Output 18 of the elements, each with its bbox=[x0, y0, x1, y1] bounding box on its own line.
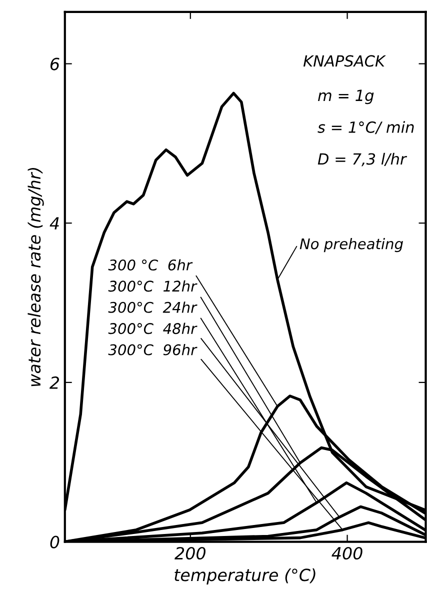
annotation: KNAPSACK bbox=[303, 55, 386, 67]
text: 300°C 96hr bbox=[108, 344, 198, 356]
y-tick-label: 4 bbox=[50, 217, 59, 230]
annotation: D = 7,3 l/hr bbox=[318, 152, 408, 166]
text: 300°C 24hr bbox=[108, 302, 198, 313]
annotation: s = 1°C/ min bbox=[318, 121, 414, 134]
text: 300°C 12hr bbox=[108, 280, 198, 292]
text: 300°C 48hr bbox=[108, 322, 198, 334]
x-tick-label: 400 bbox=[332, 546, 362, 560]
y-tick-label: 6 bbox=[50, 58, 60, 70]
x-axis-title: temperature (°C) bbox=[174, 568, 316, 584]
y-tick-label: 2 bbox=[50, 376, 60, 389]
text: 300 °C 6hr bbox=[108, 259, 193, 271]
series-label: No preheating bbox=[300, 238, 403, 252]
annotation: m = 1g bbox=[318, 90, 374, 104]
x-tick-label: 200 bbox=[174, 546, 206, 560]
y-tick-label: 0 bbox=[50, 536, 60, 548]
y-axis-title: water release rate (mg/hr) bbox=[28, 168, 44, 386]
